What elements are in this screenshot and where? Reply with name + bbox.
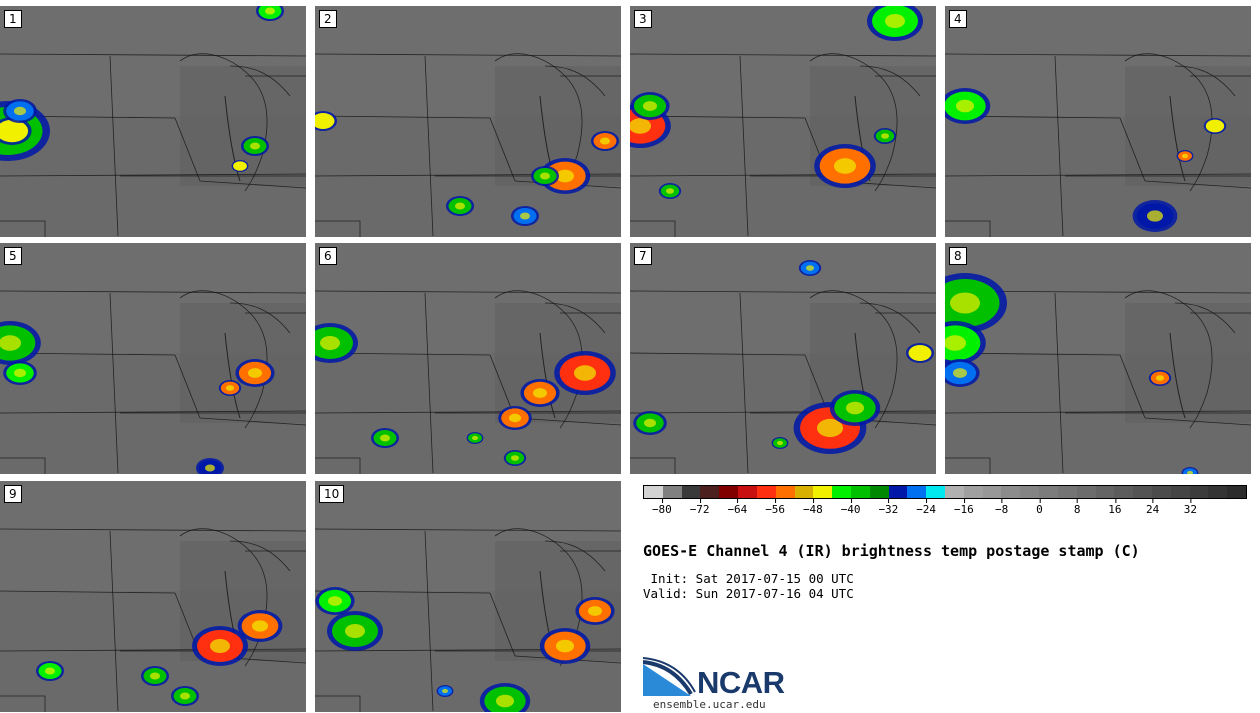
colorbar-segment bbox=[794, 486, 814, 498]
colorbar-segment bbox=[963, 486, 983, 498]
colorbar-segment bbox=[945, 486, 964, 498]
panel-4: 4 bbox=[945, 6, 1251, 237]
colorbar-tick-label: −80 bbox=[651, 499, 672, 516]
panel-2: 2 bbox=[315, 6, 621, 237]
panel-9: 9 bbox=[0, 481, 306, 712]
colorbar-tick-label: −56 bbox=[765, 499, 786, 516]
colorbar-tick-label: 0 bbox=[1036, 499, 1043, 516]
colorbar-segment bbox=[1227, 486, 1246, 498]
panel-1: 1 bbox=[0, 6, 306, 237]
colorbar-segment bbox=[1151, 486, 1171, 498]
colorbar-segment bbox=[1114, 486, 1134, 498]
panel-label: 1 bbox=[4, 10, 22, 28]
colorbar-tick-label: 32 bbox=[1183, 499, 1197, 516]
ncar-logo bbox=[642, 656, 793, 700]
panel-8: 8 bbox=[945, 243, 1251, 474]
colorbar-segment bbox=[1133, 486, 1152, 498]
panel-label: 9 bbox=[4, 485, 22, 503]
colorbar-segment bbox=[738, 486, 757, 498]
colorbar-tick-label: 16 bbox=[1108, 499, 1122, 516]
figure-title: GOES-E Channel 4 (IR) brightness temp po… bbox=[643, 542, 1140, 560]
colorbar-segment bbox=[1170, 486, 1190, 498]
panel-label: 8 bbox=[949, 247, 967, 265]
panel-label: 7 bbox=[634, 247, 652, 265]
colorbar-segment bbox=[982, 486, 1002, 498]
colorbar-tick-label: −16 bbox=[953, 499, 974, 516]
ncar-logo-text: NCAR bbox=[697, 665, 785, 700]
colorbar-segment bbox=[869, 486, 889, 498]
colorbar-segment bbox=[681, 486, 701, 498]
panel-label: 5 bbox=[4, 247, 22, 265]
colorbar-tick-label: −40 bbox=[840, 499, 861, 516]
colorbar-tick-label: −72 bbox=[689, 499, 710, 516]
colorbar-segment bbox=[888, 486, 908, 498]
colorbar-segment bbox=[926, 486, 945, 498]
colorbar-segment bbox=[832, 486, 851, 498]
colorbar-segment bbox=[1039, 486, 1058, 498]
colorbar-tick-label: 8 bbox=[1073, 499, 1081, 516]
colorbar-segment bbox=[1189, 486, 1209, 498]
init-time: Init: Sat 2017-07-15 00 UTC bbox=[643, 571, 854, 586]
panel-7: 7 bbox=[630, 243, 936, 474]
site-url: ensemble.ucar.edu bbox=[653, 698, 766, 711]
colorbar-segment bbox=[1001, 486, 1021, 498]
colorbar-segment bbox=[756, 486, 776, 498]
panel-10: 10 bbox=[315, 481, 621, 712]
panel-label: 2 bbox=[319, 10, 337, 28]
colorbar-segment bbox=[1208, 486, 1228, 498]
colorbar-tick-label: −8 bbox=[995, 499, 1009, 516]
colorbar-segment bbox=[850, 486, 870, 498]
colorbar-tick-label: −64 bbox=[727, 499, 748, 516]
colorbar-segment bbox=[1076, 486, 1096, 498]
colorbar-tick-label: −32 bbox=[878, 499, 899, 516]
panel-label: 4 bbox=[949, 10, 967, 28]
colorbar-tick-label: 24 bbox=[1146, 499, 1160, 516]
colorbar-segment bbox=[775, 486, 795, 498]
panel-label: 10 bbox=[319, 485, 345, 503]
panel-6: 6 bbox=[315, 243, 621, 474]
panel-3: 3 bbox=[630, 6, 936, 237]
panel-label: 6 bbox=[319, 247, 337, 265]
colorbar-segment bbox=[813, 486, 833, 498]
colorbar-tick-label: −48 bbox=[802, 499, 823, 516]
panel-label: 3 bbox=[634, 10, 652, 28]
colorbar-segment bbox=[1057, 486, 1077, 498]
colorbar-segment bbox=[719, 486, 739, 498]
colorbar-ticks: −80 −72 −64 −56 −48 −40 −32 −24 −16 −8 0 8 16 24 32 bbox=[643, 499, 1247, 519]
ncar-logo-mark bbox=[642, 657, 696, 696]
colorbar-segment bbox=[700, 486, 720, 498]
colorbar-tick-label: −24 bbox=[916, 499, 937, 516]
colorbar-segment bbox=[644, 486, 663, 498]
colorbar-segment bbox=[1020, 486, 1040, 498]
colorbar-segment bbox=[662, 486, 682, 498]
valid-time: Valid: Sun 2017-07-16 04 UTC bbox=[643, 586, 854, 601]
colorbar-segment bbox=[907, 486, 927, 498]
colorbar bbox=[643, 485, 1247, 499]
colorbar-segment bbox=[1095, 486, 1115, 498]
panel-5: 5 bbox=[0, 243, 306, 474]
